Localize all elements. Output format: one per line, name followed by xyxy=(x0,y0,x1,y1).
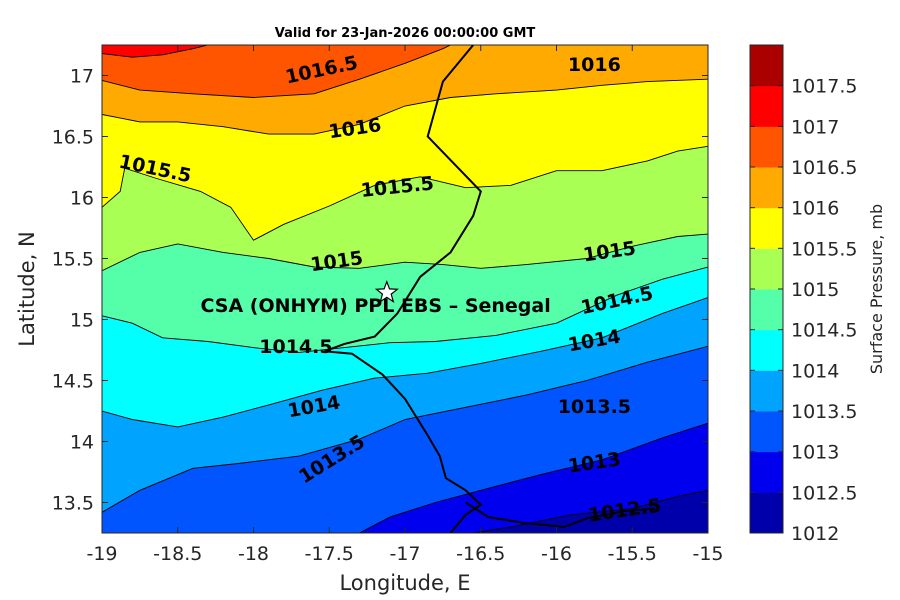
colorbar-swatch xyxy=(750,45,783,87)
contour-line-1013-5 xyxy=(102,345,708,513)
colorbar-tick-label: 1014.5 xyxy=(791,320,857,342)
gambia-river xyxy=(465,501,656,528)
colorbar-swatch xyxy=(750,289,783,331)
contour-line-1015-5 xyxy=(102,145,708,241)
contour-line-1014-5 xyxy=(102,266,708,353)
colorbar-tick-label: 1013 xyxy=(791,442,839,464)
y-tick-label: 15.5 xyxy=(52,249,94,271)
y-tick-label: 17 xyxy=(70,66,94,88)
y-tick-label: 14 xyxy=(70,432,94,454)
colorbar-swatch xyxy=(750,207,783,249)
site-label: CSA (ONHYM) PPL EBS – Senegal xyxy=(200,295,550,317)
x-tick-label: -17.5 xyxy=(305,543,354,565)
contour-line-1015 xyxy=(102,233,708,272)
band-above-1016-5 xyxy=(102,45,451,98)
colorbar-tick-label: 1017 xyxy=(791,116,839,138)
y-tick-label: 13.5 xyxy=(52,493,94,515)
x-axis-label: Longitude, E xyxy=(339,571,470,595)
colorbar-swatch xyxy=(750,411,783,453)
colorbar-swatch xyxy=(750,329,783,371)
colorbar-tick-label: 1017.5 xyxy=(791,76,857,98)
y-tick-label: 16 xyxy=(70,188,94,210)
x-tick-label: -19 xyxy=(86,543,117,565)
colorbar-tick-label: 1016.5 xyxy=(791,157,857,179)
colorbar-swatch xyxy=(750,451,783,493)
contour-line-1016 xyxy=(102,78,708,135)
colorbar-swatch xyxy=(750,167,783,209)
colorbar-label: Surface Pressure, mb xyxy=(867,204,886,374)
y-axis: 13.5 14 14.5 15 15.5 16 16.5 17 xyxy=(52,66,708,515)
x-axis: -19 -18.5 -18 -17.5 -17 -16.5 -16 -15.5 -15 xyxy=(86,45,724,565)
y-tick-label: 16.5 xyxy=(52,127,94,149)
colorbar-tick-label: 1015.5 xyxy=(791,238,857,260)
colorbar-swatch xyxy=(750,370,783,412)
colorbar-swatch xyxy=(750,492,783,534)
x-tick-label: -16 xyxy=(541,543,572,565)
colorbar: 1012 1012.5 1013 1013.5 1014 1014.5 1015 1015.5… xyxy=(749,44,857,545)
x-tick-label: -15 xyxy=(692,543,723,565)
coastline xyxy=(324,45,483,533)
colorbar-tick-label: 1013.5 xyxy=(791,401,857,423)
site-star-icon xyxy=(374,279,399,303)
x-tick-label: -18.5 xyxy=(153,543,202,565)
contour-line-1016-5 xyxy=(102,45,451,98)
contour-label: 1014.5 xyxy=(259,336,332,358)
x-tick-label: -16.5 xyxy=(456,543,505,565)
x-tick-label: -17 xyxy=(389,543,420,565)
colorbar-tick-label: 1014 xyxy=(791,360,839,382)
contour-line-1012-5 xyxy=(473,489,708,533)
contour-line-1017 xyxy=(102,45,209,58)
x-tick-label: -18 xyxy=(238,543,269,565)
contour-line-1013 xyxy=(359,422,708,533)
colorbar-tick-label: 1012.5 xyxy=(791,482,857,504)
y-axis-label: Latitude, N xyxy=(15,231,39,347)
y-tick-label: 15 xyxy=(70,310,94,332)
colorbar-swatch xyxy=(750,248,783,290)
colorbar-tick-label: 1012 xyxy=(791,523,839,545)
colorbar-swatch xyxy=(750,126,783,168)
colorbar-swatch xyxy=(750,85,783,127)
colorbar-tick-label: 1015 xyxy=(791,279,839,301)
colorbar-tick-label: 1016 xyxy=(791,198,839,220)
contour-label: 1013.5 xyxy=(558,396,631,418)
y-tick-label: 14.5 xyxy=(52,371,94,393)
band-above-1017 xyxy=(102,45,208,58)
chart-title: Valid for 23-Jan-2026 00:00:00 GMT xyxy=(275,26,536,41)
x-tick-label: -15.5 xyxy=(608,543,657,565)
contour-line-1014 xyxy=(102,297,708,428)
contour-label: 1016 xyxy=(568,54,621,76)
